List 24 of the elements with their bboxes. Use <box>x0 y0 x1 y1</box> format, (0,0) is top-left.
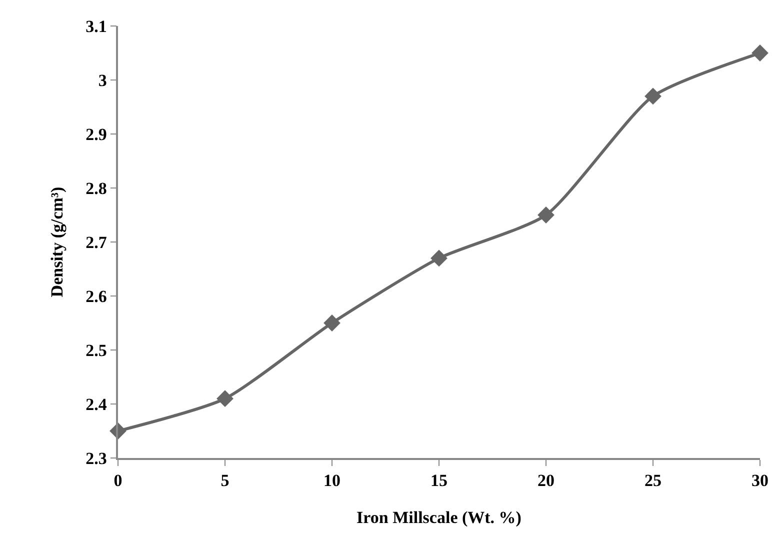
y-tick-label: 2.5 <box>86 340 107 360</box>
x-tick-label: 15 <box>430 471 448 490</box>
x-tick-label: 10 <box>324 471 340 490</box>
point <box>752 44 768 62</box>
x-tick-label: 20 <box>538 471 554 490</box>
y-tick-label: 2.4 <box>86 394 108 414</box>
x-tick-label: 30 <box>752 471 768 490</box>
x-tick-label: 0 <box>114 471 122 490</box>
point <box>324 314 340 332</box>
x-tick-label: 25 <box>644 471 662 490</box>
y-tick-label: 3.1 <box>86 16 107 36</box>
point <box>644 88 662 105</box>
x-tick-label: 5 <box>220 471 230 490</box>
y-axis-title: Density (g/cm³) <box>48 186 67 298</box>
y-tick-label: 2.7 <box>86 232 108 252</box>
point <box>430 250 448 267</box>
x-axis-title: Iron Millscale (Wt. %) <box>356 508 522 528</box>
y-tick-label: 2.8 <box>86 178 107 198</box>
y-tick-label: 2.6 <box>86 286 107 306</box>
point <box>538 206 554 224</box>
y-tick-label: 2.9 <box>86 124 107 144</box>
y-tick-label: 2.3 <box>86 448 107 468</box>
point <box>216 390 234 408</box>
y-tick-label: 3 <box>98 70 107 90</box>
